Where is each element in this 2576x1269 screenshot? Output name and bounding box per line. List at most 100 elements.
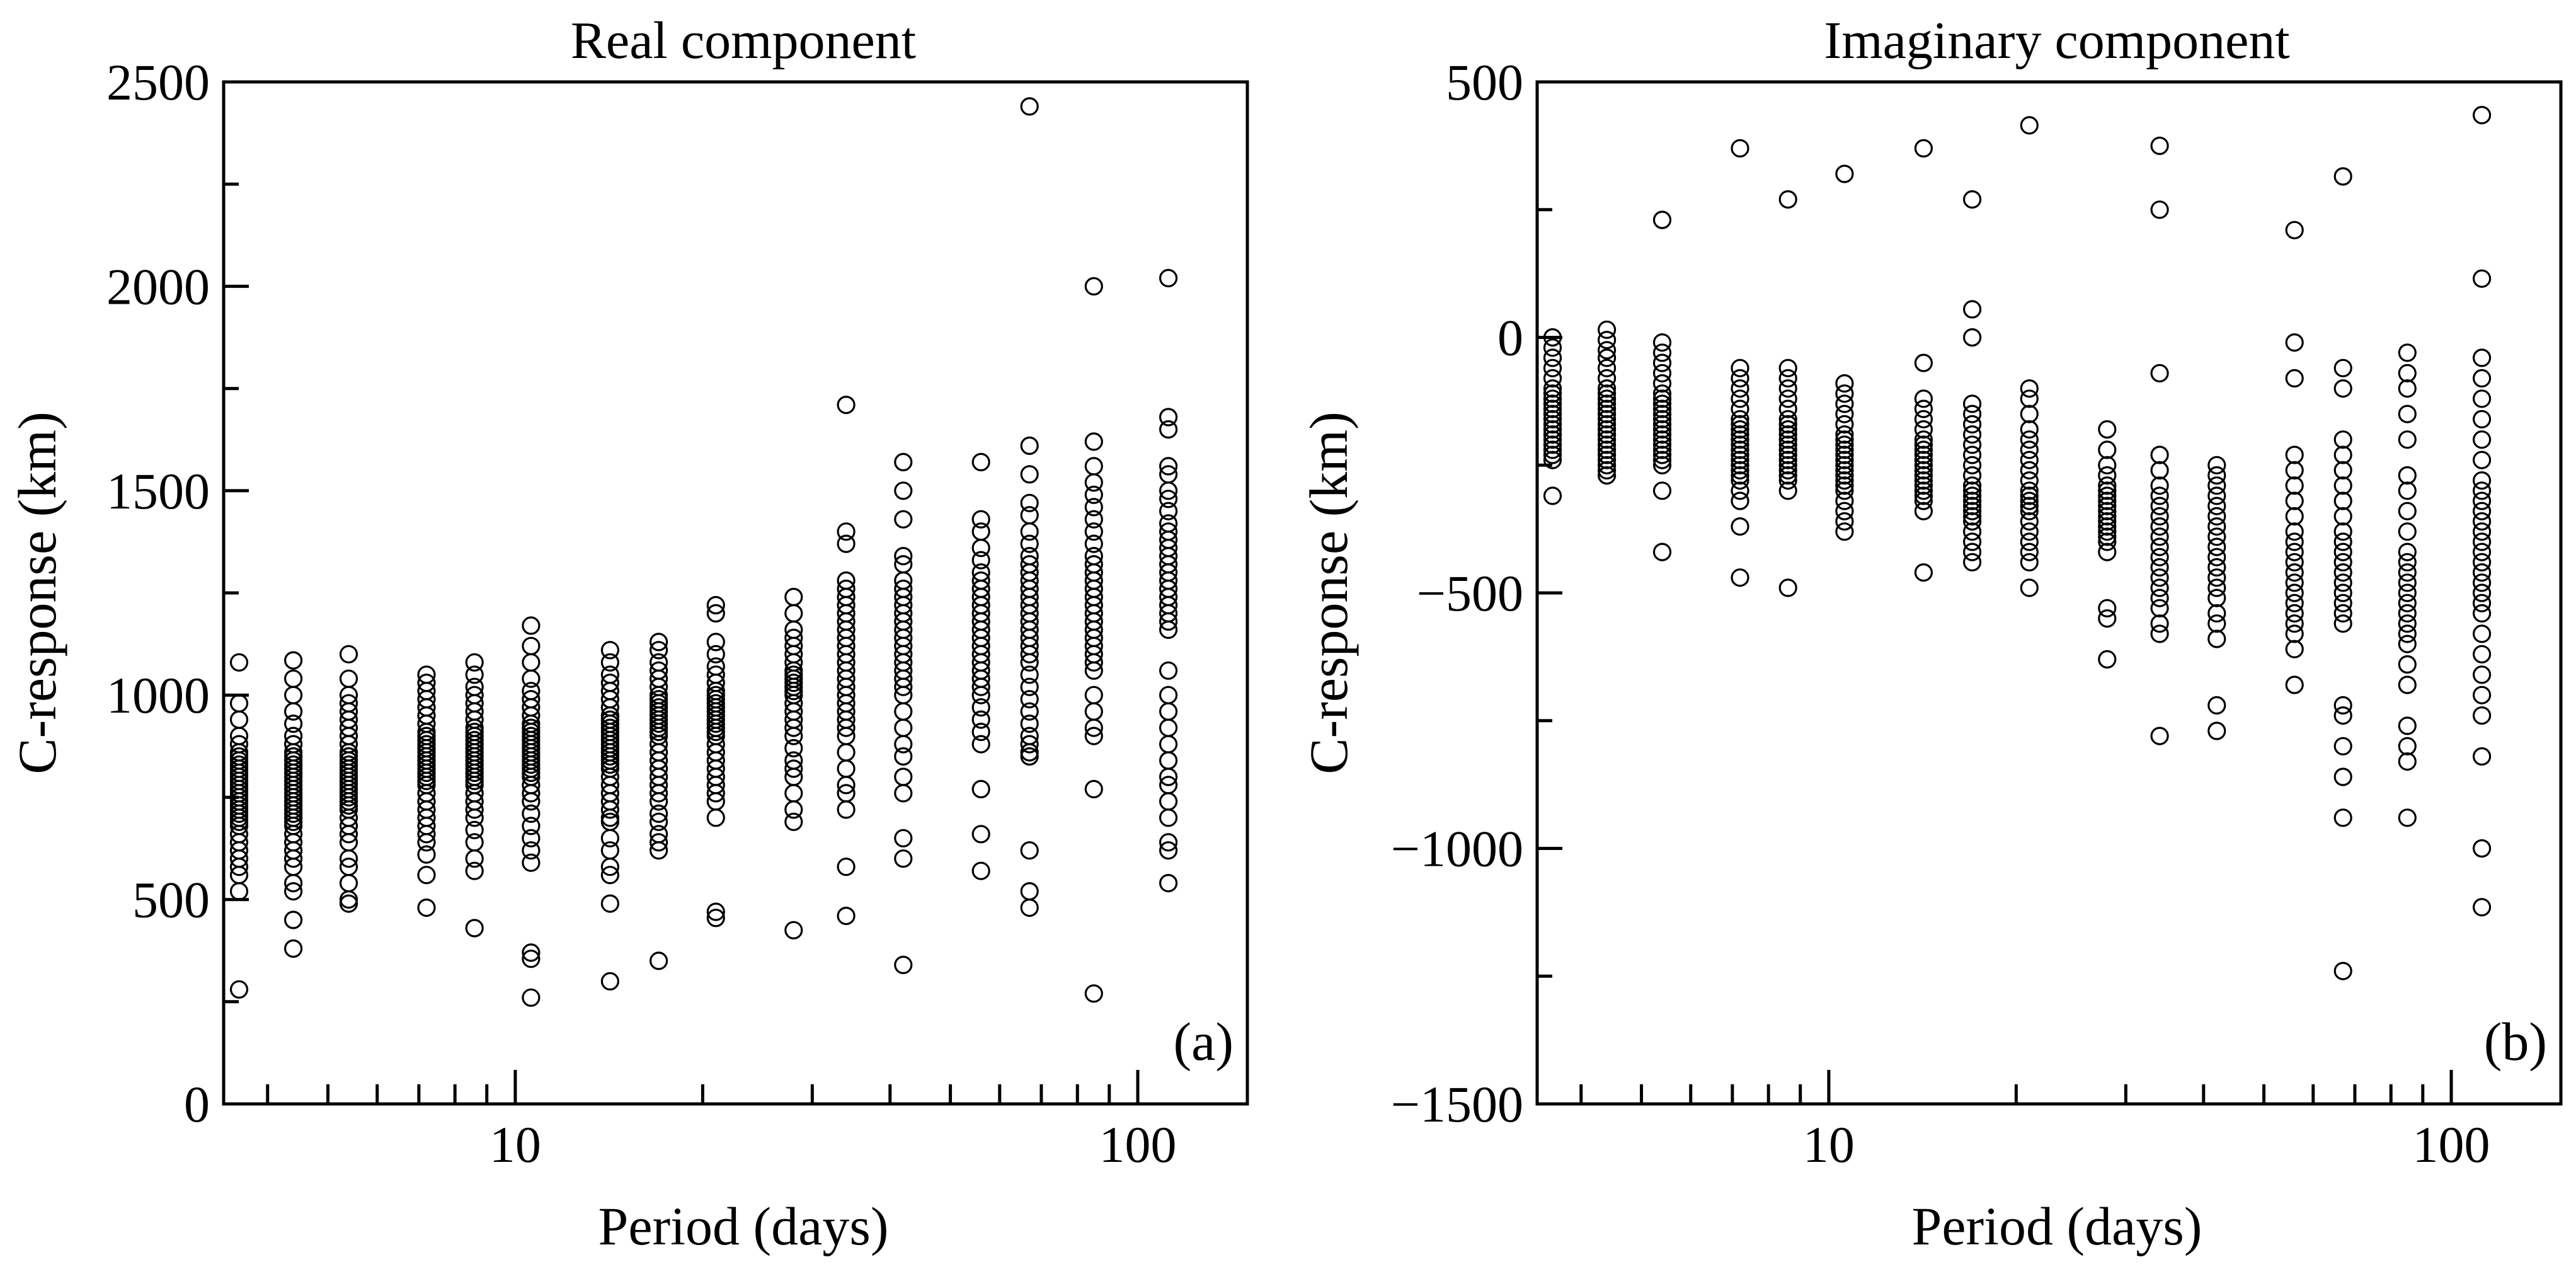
data-point <box>1914 420 1933 439</box>
data-point <box>600 972 620 991</box>
data-point <box>2207 548 2226 566</box>
data-point <box>2333 167 2352 186</box>
data-point <box>339 825 358 844</box>
data-point <box>1084 726 1103 745</box>
data-point <box>1084 485 1103 504</box>
data-point <box>1914 435 1933 454</box>
data-point <box>417 866 436 885</box>
data-point <box>2333 706 2352 725</box>
data-point <box>2285 675 2304 694</box>
data-point <box>1084 498 1103 517</box>
data-point <box>600 800 620 819</box>
y-axis: −1500 −1000 −500 0 500 <box>1391 54 1562 1133</box>
data-point <box>1731 425 1749 444</box>
data-point <box>1020 735 1039 754</box>
data-point <box>2285 594 2304 612</box>
data-point <box>1963 328 1982 347</box>
data-point <box>1778 456 1797 474</box>
data-point <box>2285 532 2304 551</box>
data-point <box>1159 612 1178 631</box>
data-point <box>971 698 990 717</box>
data-point <box>2207 466 2226 485</box>
y-tick-label: 500 <box>1446 54 1523 111</box>
data-point <box>1543 435 1562 454</box>
data-point <box>2285 461 2304 480</box>
data-point <box>1159 408 1178 427</box>
data-point <box>1084 534 1103 553</box>
data-point <box>2020 491 2039 510</box>
data-point <box>1652 384 1672 403</box>
data-point <box>1543 420 1562 439</box>
data-point <box>2285 583 2304 602</box>
data-point <box>2207 696 2226 715</box>
data-point <box>1963 405 1982 423</box>
data-point <box>2398 655 2417 674</box>
data-point <box>1731 420 1749 439</box>
data-point <box>2020 553 2039 571</box>
data-point <box>784 718 803 737</box>
y-tick-label: 0 <box>1497 309 1523 367</box>
data-point <box>1598 394 1617 413</box>
data-point <box>465 820 484 839</box>
data-point <box>1084 432 1103 451</box>
data-point <box>1543 451 1562 469</box>
data-point <box>1778 415 1797 434</box>
data-point <box>2333 543 2352 561</box>
data-point <box>2098 650 2117 669</box>
data-point <box>971 538 990 558</box>
data-point <box>1652 543 1672 561</box>
data-point <box>1020 714 1039 733</box>
data-point <box>1778 435 1797 454</box>
data-point <box>2398 502 2417 520</box>
data-point <box>2473 522 2492 541</box>
data-point <box>1731 410 1749 428</box>
data-point <box>2398 634 2417 653</box>
data-point <box>1159 873 1178 893</box>
data-point <box>2333 532 2352 551</box>
data-point <box>2398 563 2417 582</box>
data-point <box>2473 563 2492 582</box>
data-point <box>1963 522 1982 541</box>
data-point <box>894 829 913 847</box>
data-point <box>1159 502 1178 520</box>
data-point <box>2473 430 2492 449</box>
y-tick-label: 2000 <box>106 258 210 315</box>
data-point <box>2150 726 2169 745</box>
data-point <box>2285 522 2304 541</box>
data-point <box>706 902 725 921</box>
data-point <box>1652 435 1672 454</box>
data-point <box>2398 553 2417 571</box>
data-point <box>1598 430 1617 449</box>
data-point <box>2473 665 2492 684</box>
x-axis-label: Period (days) <box>1912 1196 2202 1256</box>
data-point <box>1159 833 1178 852</box>
data-point <box>2020 430 2039 449</box>
data-point <box>1731 471 1749 490</box>
data-point <box>1543 389 1562 408</box>
data-point <box>1835 512 1854 531</box>
data-point <box>1731 481 1749 500</box>
data-point <box>417 898 436 917</box>
data-point <box>2020 481 2039 500</box>
data-point <box>649 792 668 811</box>
data-point <box>1020 677 1039 696</box>
data-point <box>1159 420 1178 439</box>
data-point <box>2398 604 2417 623</box>
data-point <box>894 546 913 566</box>
data-point <box>1598 435 1617 454</box>
data-point <box>465 919 484 938</box>
data-point <box>837 522 856 541</box>
y-axis: 0 500 1000 1500 2000 2500 <box>106 54 249 1133</box>
data-point <box>2150 578 2169 597</box>
data-point <box>2333 962 2352 980</box>
data-point <box>1652 451 1672 469</box>
data-point <box>837 776 856 795</box>
data-point <box>600 829 620 847</box>
data-point <box>2473 543 2492 561</box>
data-point <box>1963 532 1982 551</box>
data-point <box>2285 369 2304 388</box>
data-point <box>2207 476 2226 495</box>
data-point <box>706 909 725 927</box>
data-point <box>1652 343 1672 362</box>
data-point <box>1652 430 1672 449</box>
